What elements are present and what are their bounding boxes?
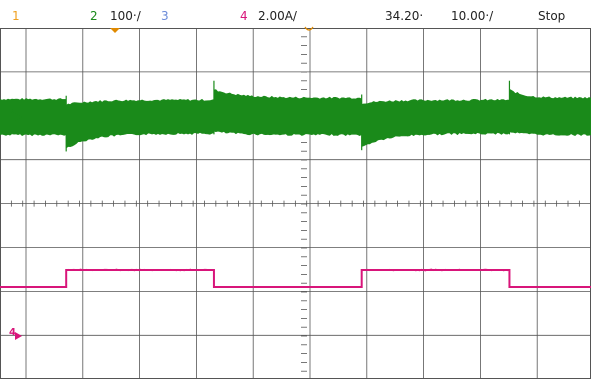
ch2-ground-marker-label[interactable]: 2 xyxy=(9,107,16,118)
ch4-ground-marker xyxy=(15,332,22,340)
ch1-label[interactable]: 1 xyxy=(12,9,20,23)
ch4-noise xyxy=(361,268,508,272)
timebase: 10.00‧/ xyxy=(451,9,494,23)
trigger-position-marker[interactable] xyxy=(110,28,120,33)
ch3-label[interactable]: 3 xyxy=(161,9,169,23)
ch4-label[interactable]: 4 xyxy=(240,9,248,23)
ch4-noise xyxy=(65,268,213,272)
ch2-envelope-segment xyxy=(65,98,215,149)
ch4-ground-marker-label[interactable]: 4 xyxy=(9,327,16,338)
ch4-square-wave xyxy=(0,269,591,288)
ch2-trace xyxy=(0,80,591,152)
run-state[interactable]: Stop xyxy=(538,9,566,23)
ch4-trace xyxy=(0,268,591,340)
ch4-scale: 2.00A/ xyxy=(258,9,297,23)
trigger-level: 34.20‧ xyxy=(385,9,424,23)
ch2-envelope-segment xyxy=(213,89,362,136)
ch2-envelope-segment xyxy=(361,98,510,147)
ch2-envelope-segment xyxy=(509,88,591,136)
ch2-ground-marker xyxy=(15,113,22,121)
ch2-label[interactable]: 2 xyxy=(90,9,98,23)
status-bar: 1 2 100‧/ 3 4 2.00A/ 34.20‧ 10.00‧/ Stop xyxy=(0,0,591,28)
graticule-ticks xyxy=(0,36,591,372)
trigger-level-marker[interactable] xyxy=(304,26,314,31)
ch2-scale: 100‧/ xyxy=(110,9,141,23)
